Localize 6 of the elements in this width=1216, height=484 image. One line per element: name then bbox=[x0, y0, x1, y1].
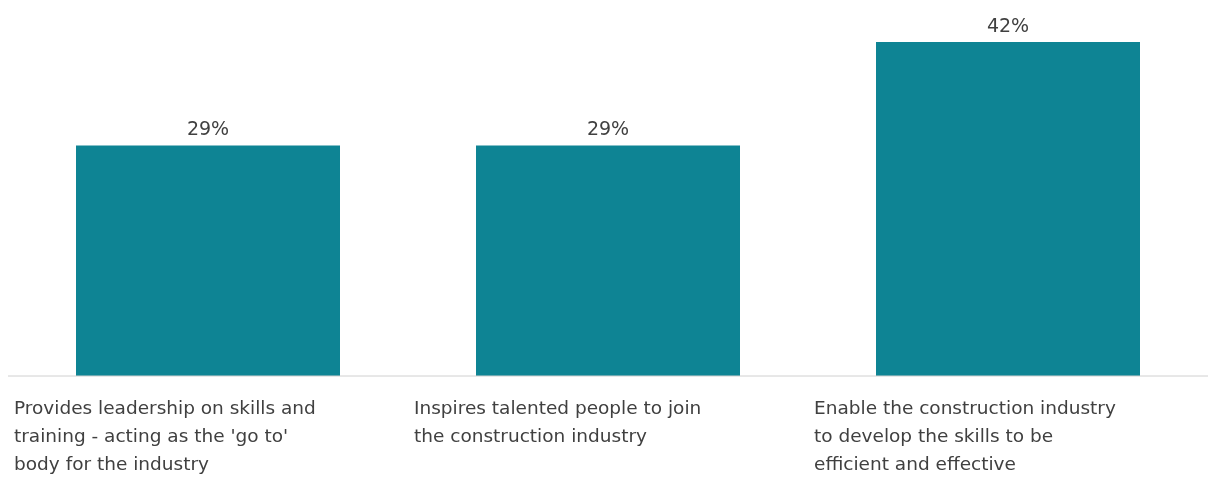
x-tick-label: Provides leadership on skills and training - acting as the 'go to' body for the industry bbox=[14, 397, 316, 474]
data-label: 29% bbox=[186, 117, 230, 140]
data-label: 42% bbox=[986, 14, 1030, 36]
x-tick-label: Inspires talented people to join the construction industry bbox=[414, 397, 702, 446]
data-label: 29% bbox=[586, 117, 630, 140]
x-tick-label: Enable the construction industry to develop the skills to be efficient and effective bbox=[814, 397, 1116, 474]
